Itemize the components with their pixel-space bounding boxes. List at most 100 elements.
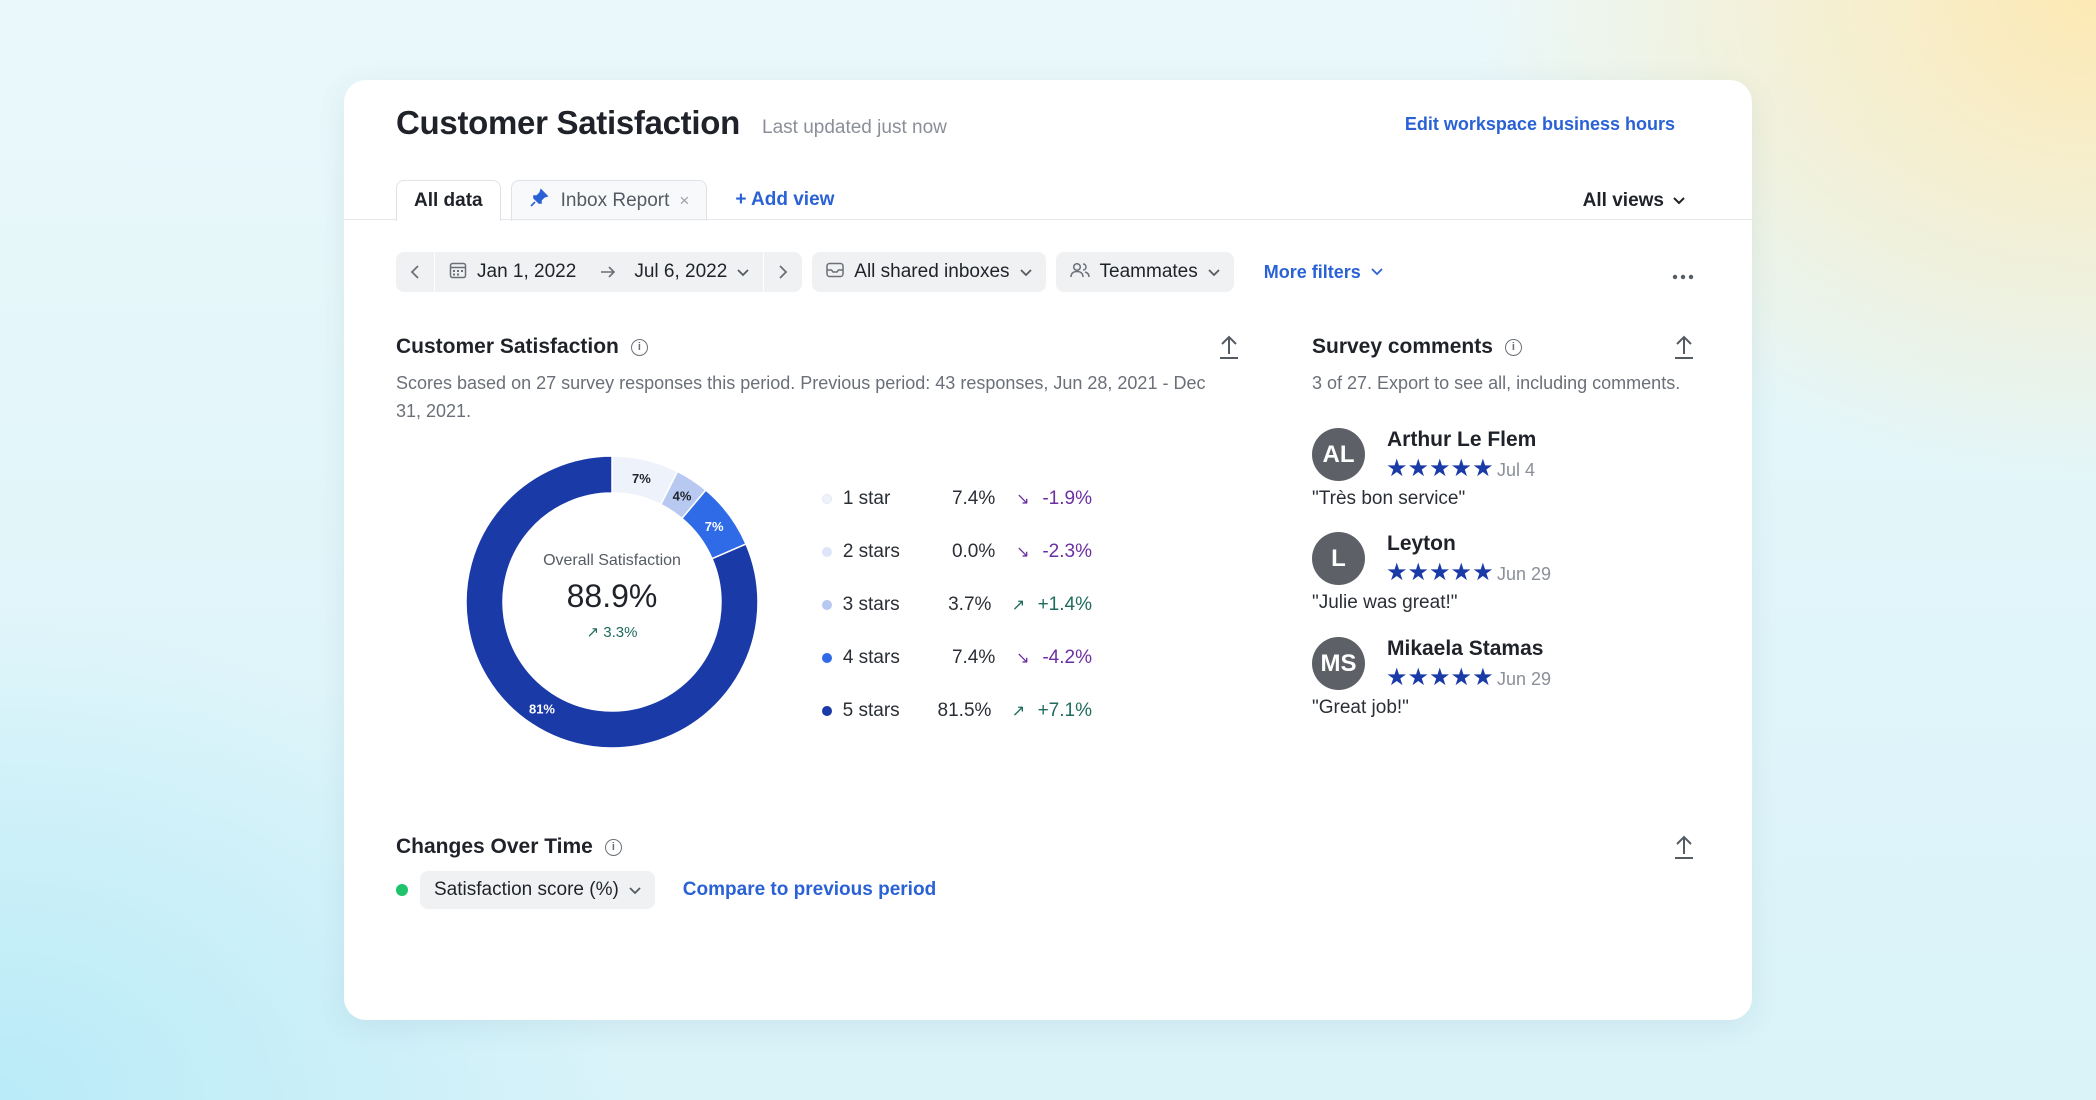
close-tab-icon[interactable]: ×: [679, 191, 690, 210]
tab-inbox-report[interactable]: Inbox Report ×: [510, 180, 708, 221]
comment-text: "Julie was great!": [1312, 592, 1458, 613]
inbox-icon: [826, 262, 845, 283]
legend-row: 3 stars 3.7% ↗ +1.4%: [822, 578, 1092, 631]
chevron-down-icon: [1208, 264, 1220, 280]
y-tick-label: 100.0%: [389, 1017, 436, 1020]
tab-label: All data: [414, 190, 483, 211]
legend-percent: 7.4%: [951, 487, 996, 509]
view-tabs: All data Inbox Report × + Add view: [396, 180, 835, 221]
slice-label: 81%: [529, 702, 555, 717]
export-icon[interactable]: [1218, 334, 1240, 360]
series-color-dot: [396, 884, 408, 896]
changes-over-time-chart: 100.0%90.0%80.0%: [389, 1017, 436, 1020]
legend-dot: [822, 493, 832, 504]
info-icon[interactable]: i: [1504, 338, 1522, 356]
compare-previous-period-link[interactable]: Compare to previous period: [682, 879, 937, 900]
arrow-down-right-icon: ↘: [1016, 490, 1030, 508]
chevron-down-icon: [629, 882, 641, 898]
tab-label: Inbox Report: [560, 190, 670, 211]
satisfaction-section-title: Customer Satisfaction i: [396, 335, 648, 359]
donut-center: Overall Satisfaction 88.9% ↗ 3.3%: [466, 552, 758, 641]
legend-row: 4 stars 7.4% ↘ -4.2%: [822, 631, 1092, 684]
chevron-left-icon: [410, 265, 419, 279]
legend-dot: [822, 705, 832, 716]
star-rating: ★★★★★: [1386, 664, 1494, 691]
metric-dropdown[interactable]: Satisfaction score (%): [420, 871, 655, 909]
legend-row: 2 stars 0.0% ↘ -2.3%: [822, 525, 1092, 578]
inbox-filter[interactable]: All shared inboxes: [812, 252, 1046, 292]
survey-comments-subtitle: 3 of 27. Export to see all, including co…: [1312, 373, 1681, 393]
comment-text: "Très bon service": [1312, 488, 1466, 509]
slice-label: 7%: [632, 471, 651, 486]
calendar-icon: [449, 261, 467, 284]
info-icon[interactable]: i: [630, 338, 648, 356]
teammates-filter[interactable]: Teammates: [1055, 252, 1234, 292]
arrow-up-right-icon: ↗: [1011, 596, 1026, 614]
comment-date: Jun 29: [1497, 669, 1552, 689]
people-icon: [1069, 262, 1090, 283]
commenter-name: Mikaela Stamas: [1387, 637, 1544, 660]
arrow-up-right-icon: ↗: [1011, 702, 1026, 720]
legend-delta: -1.9%: [1042, 487, 1092, 509]
legend-label: 5 stars: [842, 699, 900, 721]
star-rating: ★★★★★: [1386, 455, 1494, 482]
legend-label: 4 stars: [842, 646, 900, 668]
avatar: L: [1312, 532, 1365, 585]
all-views-dropdown[interactable]: All views: [1583, 190, 1686, 212]
arrow-right-icon: [600, 262, 616, 283]
satisfaction-legend: 1 star 7.4% ↘ -1.9% 2 stars 0.0% ↘ -2.3% 3 stars…: [822, 472, 1092, 737]
next-period-button[interactable]: [763, 252, 802, 292]
legend-percent: 81.5%: [937, 699, 992, 721]
filter-bar: Jan 1, 2022 Jul 6, 2022 All shared inbox…: [396, 252, 1383, 292]
legend-percent: 7.4%: [951, 646, 996, 668]
slice-label: 7%: [705, 519, 724, 534]
info-icon[interactable]: i: [604, 838, 622, 856]
legend-label: 1 star: [842, 487, 891, 509]
donut-slice-5[interactable]: [466, 456, 758, 748]
legend-delta: -4.2%: [1042, 646, 1092, 668]
donut-center-value: 88.9%: [566, 578, 658, 614]
export-icon[interactable]: [1673, 334, 1695, 360]
donut-center-label: Overall Satisfaction: [543, 552, 681, 569]
survey-comments-section-title: Survey comments i: [1312, 335, 1522, 359]
commenter-name: Leyton: [1387, 532, 1456, 555]
more-options-icon[interactable]: [1672, 260, 1694, 286]
legend-delta: +7.1%: [1037, 699, 1092, 721]
more-filters-button[interactable]: More filters: [1244, 262, 1383, 283]
arrow-up-right-icon: ↗: [586, 624, 600, 641]
teammates-filter-label: Teammates: [1099, 261, 1198, 282]
tab-all-data[interactable]: All data: [396, 180, 501, 221]
legend-percent: 3.7%: [948, 593, 992, 615]
legend-delta: +1.4%: [1037, 593, 1092, 615]
avatar: MS: [1312, 637, 1365, 690]
avatar: AL: [1312, 428, 1365, 481]
page-title: Customer Satisfaction: [396, 104, 740, 141]
add-view-button[interactable]: + Add view: [735, 189, 835, 210]
edit-business-hours-link[interactable]: Edit workspace business hours: [1404, 114, 1675, 134]
legend-percent: 0.0%: [951, 540, 996, 562]
more-filters-label: More filters: [1263, 261, 1361, 282]
chevron-down-icon: [1672, 190, 1686, 212]
chevron-down-icon: [1371, 268, 1383, 276]
comment-text: "Great job!": [1312, 697, 1409, 718]
start-date-field[interactable]: Jan 1, 2022 Jul 6, 2022: [434, 252, 763, 292]
legend-label: 3 stars: [842, 593, 900, 615]
last-updated: Last updated just now: [762, 117, 947, 138]
export-icon[interactable]: [1673, 834, 1695, 860]
comment-date: Jun 29: [1497, 564, 1552, 584]
legend-label: 2 stars: [842, 540, 900, 562]
all-views-label: All views: [1582, 190, 1664, 211]
legend-dot: [822, 546, 832, 557]
commenter-name: Arthur Le Flem: [1387, 428, 1537, 451]
satisfaction-title: Customer Satisfaction: [396, 335, 619, 358]
chevron-right-icon: [779, 265, 788, 279]
legend-row: 5 stars 81.5% ↗ +7.1%: [822, 684, 1092, 737]
donut-center-delta: ↗ 3.3%: [586, 624, 638, 641]
legend-delta: -2.3%: [1042, 540, 1092, 562]
changes-title: Changes Over Time: [396, 835, 593, 858]
satisfaction-description: Scores based on 27 survey responses this…: [396, 373, 1206, 421]
previous-period-button[interactable]: [396, 252, 434, 292]
satisfaction-donut-chart: 7% 4% 7% 81%: [466, 456, 758, 748]
chevron-down-icon: [1019, 264, 1032, 280]
comment-date: Jul 4: [1497, 460, 1536, 480]
